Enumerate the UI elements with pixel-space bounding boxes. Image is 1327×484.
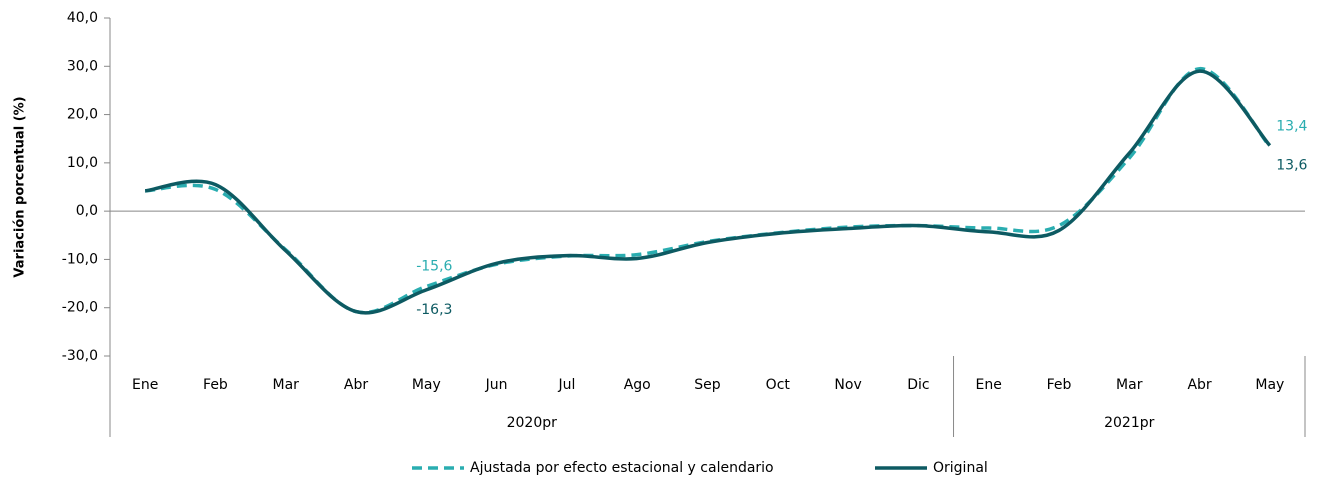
x-tick-label: Nov (834, 377, 861, 393)
y-tick-label: -20,0 (62, 300, 98, 316)
x-tick-label: May (1255, 377, 1284, 393)
y-tick-label: -10,0 (62, 251, 98, 267)
x-tick-label: May (412, 377, 441, 393)
y-tick-label: 30,0 (67, 58, 98, 74)
y-tick-label: 0,0 (76, 203, 98, 219)
data-label: 13,4 (1276, 118, 1307, 134)
legend-label: Original (933, 460, 988, 476)
data-label: -16,3 (416, 302, 452, 318)
x-tick-label: Abr (344, 377, 368, 393)
x-tick-label: Mar (273, 377, 300, 393)
x-tick-label: Feb (1047, 377, 1072, 393)
group-label: 2020pr (507, 415, 558, 431)
legend-label: Ajustada por efecto estacional y calenda… (470, 460, 774, 476)
y-tick-label: -30,0 (62, 348, 98, 364)
x-tick-label: Abr (1187, 377, 1211, 393)
x-tick-label: Jul (557, 377, 575, 393)
x-tick-label: Feb (203, 377, 228, 393)
x-tick-label: Ene (132, 377, 158, 393)
data-label: -15,6 (416, 258, 452, 274)
data-label: 13,6 (1276, 157, 1307, 173)
x-tick-label: Sep (694, 377, 721, 393)
x-tick-label: Ago (624, 377, 651, 393)
y-tick-label: 20,0 (67, 107, 98, 123)
y-tick-label: 40,0 (67, 10, 98, 26)
x-tick-label: Mar (1116, 377, 1143, 393)
y-tick-label: 10,0 (67, 155, 98, 171)
group-label: 2021pr (1104, 415, 1155, 431)
y-axis-label: Variación porcentual (%) (13, 96, 28, 277)
x-tick-label: Dic (907, 377, 929, 393)
x-tick-label: Oct (766, 377, 791, 393)
x-tick-label: Ene (976, 377, 1002, 393)
x-tick-label: Jun (485, 377, 508, 393)
series-line (144, 69, 1272, 315)
